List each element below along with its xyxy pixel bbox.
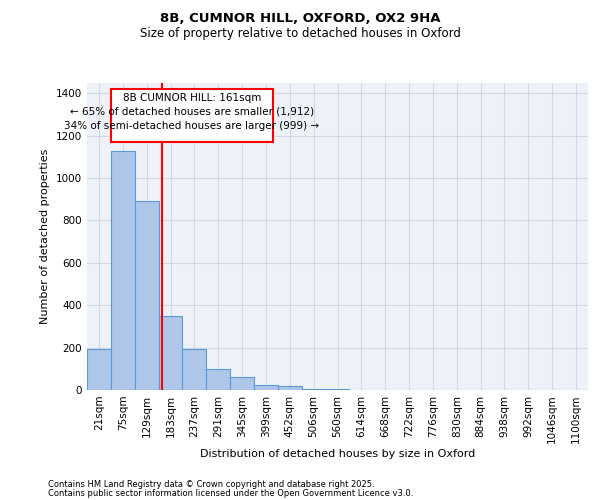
Bar <box>135 202 158 390</box>
Bar <box>230 378 254 390</box>
Bar <box>111 152 135 390</box>
X-axis label: Distribution of detached houses by size in Oxford: Distribution of detached houses by size … <box>200 449 475 459</box>
Bar <box>326 389 349 390</box>
Bar <box>278 386 302 390</box>
Y-axis label: Number of detached properties: Number of detached properties <box>40 148 50 324</box>
Text: Contains public sector information licensed under the Open Government Licence v3: Contains public sector information licen… <box>48 488 413 498</box>
Bar <box>87 348 111 390</box>
Text: Size of property relative to detached houses in Oxford: Size of property relative to detached ho… <box>140 28 460 40</box>
Bar <box>158 316 182 390</box>
Text: 8B CUMNOR HILL: 161sqm: 8B CUMNOR HILL: 161sqm <box>123 93 261 103</box>
Bar <box>302 389 326 390</box>
Text: 8B, CUMNOR HILL, OXFORD, OX2 9HA: 8B, CUMNOR HILL, OXFORD, OX2 9HA <box>160 12 440 26</box>
Bar <box>254 384 278 390</box>
Bar <box>206 369 230 390</box>
Bar <box>182 348 206 390</box>
Text: Contains HM Land Registry data © Crown copyright and database right 2025.: Contains HM Land Registry data © Crown c… <box>48 480 374 489</box>
Text: ← 65% of detached houses are smaller (1,912): ← 65% of detached houses are smaller (1,… <box>70 107 314 117</box>
Text: 34% of semi-detached houses are larger (999) →: 34% of semi-detached houses are larger (… <box>64 120 320 130</box>
FancyBboxPatch shape <box>111 89 273 142</box>
